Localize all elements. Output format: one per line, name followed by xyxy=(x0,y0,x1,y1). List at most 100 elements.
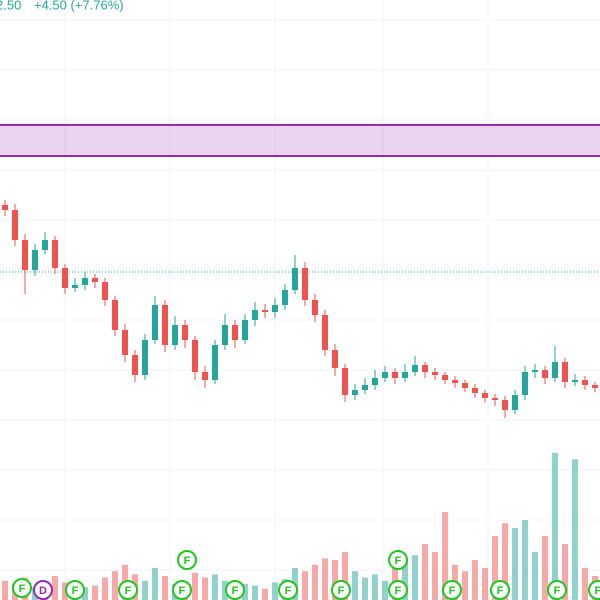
volume-bar xyxy=(362,577,368,600)
marker-label: F xyxy=(184,555,191,567)
candle-body xyxy=(192,340,198,372)
header-change: +4.50 (+7.76%) xyxy=(34,0,124,12)
marker-circle xyxy=(12,578,32,598)
marker-circle xyxy=(278,580,298,600)
marker-label: D xyxy=(39,585,47,597)
candle-body xyxy=(2,205,8,210)
volume-bar xyxy=(472,560,478,600)
volume-bar xyxy=(412,555,418,600)
volume-bar xyxy=(202,577,208,600)
volume-bar xyxy=(352,571,358,600)
candle-body xyxy=(232,325,238,340)
volume-bar xyxy=(192,572,198,600)
volume-bar xyxy=(142,580,148,600)
volume-bar xyxy=(112,571,118,600)
candle-body xyxy=(422,365,428,372)
marker-label: F xyxy=(19,583,26,595)
volume-bar xyxy=(312,564,318,600)
candle-body xyxy=(352,390,358,395)
candle-body xyxy=(202,372,208,380)
candle-body xyxy=(62,268,68,288)
candle-body xyxy=(152,305,158,340)
volume-bar xyxy=(552,452,558,600)
volume-bar xyxy=(212,574,218,600)
candle-body xyxy=(372,378,378,385)
candle-body xyxy=(322,315,328,350)
candle-body xyxy=(282,290,288,305)
candle-body xyxy=(432,372,438,375)
volume-bar xyxy=(62,582,68,600)
volume-bar xyxy=(102,577,108,600)
marker-label: F xyxy=(595,585,600,597)
candle-body xyxy=(312,300,318,315)
volume-bar xyxy=(382,580,388,600)
marker-label: F xyxy=(449,585,456,597)
candle-body xyxy=(182,325,188,340)
candle-body xyxy=(252,310,258,320)
marker-label: F xyxy=(72,585,79,597)
candle-body xyxy=(402,372,408,378)
candle-body xyxy=(162,305,168,345)
marker-circle xyxy=(65,580,85,600)
marker-circle xyxy=(225,580,245,600)
marker-label: F xyxy=(395,555,402,567)
volume-bar xyxy=(92,585,98,600)
volume-bar xyxy=(242,584,248,600)
candle-body xyxy=(452,380,458,383)
candle-body xyxy=(22,240,28,270)
volume-bar xyxy=(582,568,588,600)
candle-body xyxy=(102,282,108,300)
volume-bar xyxy=(372,574,378,600)
candle-body xyxy=(362,385,368,390)
volume-bar xyxy=(402,561,408,600)
candle-body xyxy=(172,325,178,345)
marker-label: F xyxy=(179,585,186,597)
marker-label: F xyxy=(285,585,292,597)
volume-bar xyxy=(562,544,568,600)
marker-circle xyxy=(172,580,192,600)
candle-body xyxy=(12,210,18,240)
candle-body xyxy=(572,380,578,382)
markers: F D F F F F F F F F F F F F F xyxy=(12,550,600,600)
marker-label: F xyxy=(232,585,239,597)
marker-label: F xyxy=(497,585,504,597)
vertical-grid xyxy=(64,0,489,600)
candle-body xyxy=(472,388,478,393)
volume-bar xyxy=(342,552,348,600)
candle-body xyxy=(142,340,148,375)
candle-body xyxy=(292,268,298,290)
header-price: 2.50 xyxy=(0,0,21,12)
volume-bar xyxy=(322,558,328,600)
candle-body xyxy=(132,355,138,375)
candle-body xyxy=(542,370,548,378)
candle-body xyxy=(582,380,588,385)
candle-body xyxy=(522,372,528,395)
marker-label: F xyxy=(395,585,402,597)
marker-circle xyxy=(388,580,408,600)
candle-body xyxy=(302,268,308,300)
marker-circle xyxy=(33,580,53,600)
candle-body xyxy=(332,350,338,368)
candle-body xyxy=(92,278,98,282)
volume-bar xyxy=(152,568,158,600)
candle-body xyxy=(82,278,88,285)
volume-bar xyxy=(442,512,448,600)
volume-bar xyxy=(272,582,278,600)
marker-circle xyxy=(490,580,510,600)
candle-body xyxy=(592,385,598,388)
candle-body xyxy=(412,365,418,372)
volume-bar xyxy=(532,552,538,600)
volume xyxy=(2,452,598,600)
volume-bar xyxy=(52,576,58,600)
candle-body xyxy=(262,310,268,312)
candle-body xyxy=(342,368,348,395)
zone xyxy=(0,124,600,273)
volume-bar xyxy=(222,580,228,600)
candle-body xyxy=(212,345,218,380)
volume-bar xyxy=(302,571,308,600)
volume-bar xyxy=(542,536,548,600)
candle-body xyxy=(222,325,228,345)
volume-bar xyxy=(252,585,258,600)
